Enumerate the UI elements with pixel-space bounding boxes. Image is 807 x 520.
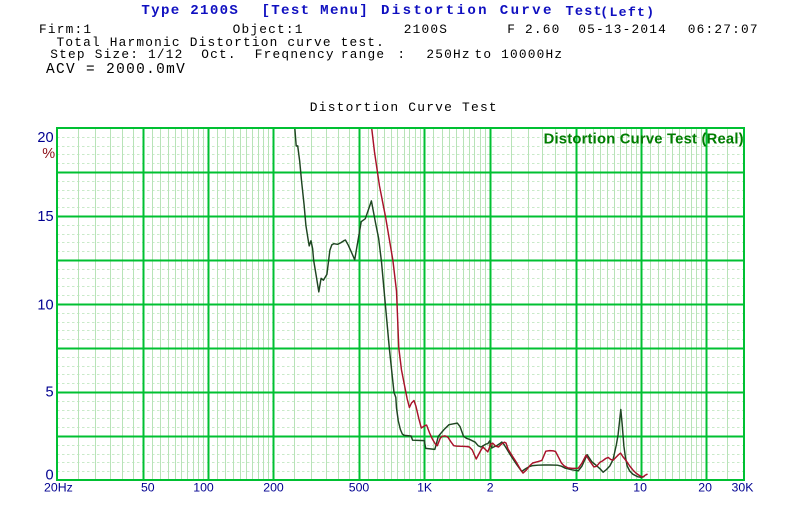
- svg-text:20: 20: [37, 130, 53, 146]
- svg-text:%: %: [42, 146, 55, 162]
- svg-text:50: 50: [141, 481, 155, 495]
- svg-text:20: 20: [698, 481, 712, 495]
- svg-text:20Hz: 20Hz: [44, 481, 73, 495]
- svg-text:5: 5: [45, 385, 53, 401]
- svg-text:1K: 1K: [417, 481, 433, 495]
- svg-text:200: 200: [263, 481, 284, 495]
- svg-text:0: 0: [45, 468, 53, 484]
- svg-text:100: 100: [193, 481, 214, 495]
- svg-text:500: 500: [349, 481, 370, 495]
- svg-text:5: 5: [572, 481, 579, 495]
- svg-text:2: 2: [487, 481, 494, 495]
- svg-text:Distortion Curve Test (Real): Distortion Curve Test (Real): [544, 131, 744, 147]
- svg-text:15: 15: [37, 209, 53, 225]
- svg-text:30K: 30K: [732, 481, 755, 495]
- svg-text:10: 10: [633, 481, 647, 495]
- svg-text:10: 10: [37, 297, 53, 313]
